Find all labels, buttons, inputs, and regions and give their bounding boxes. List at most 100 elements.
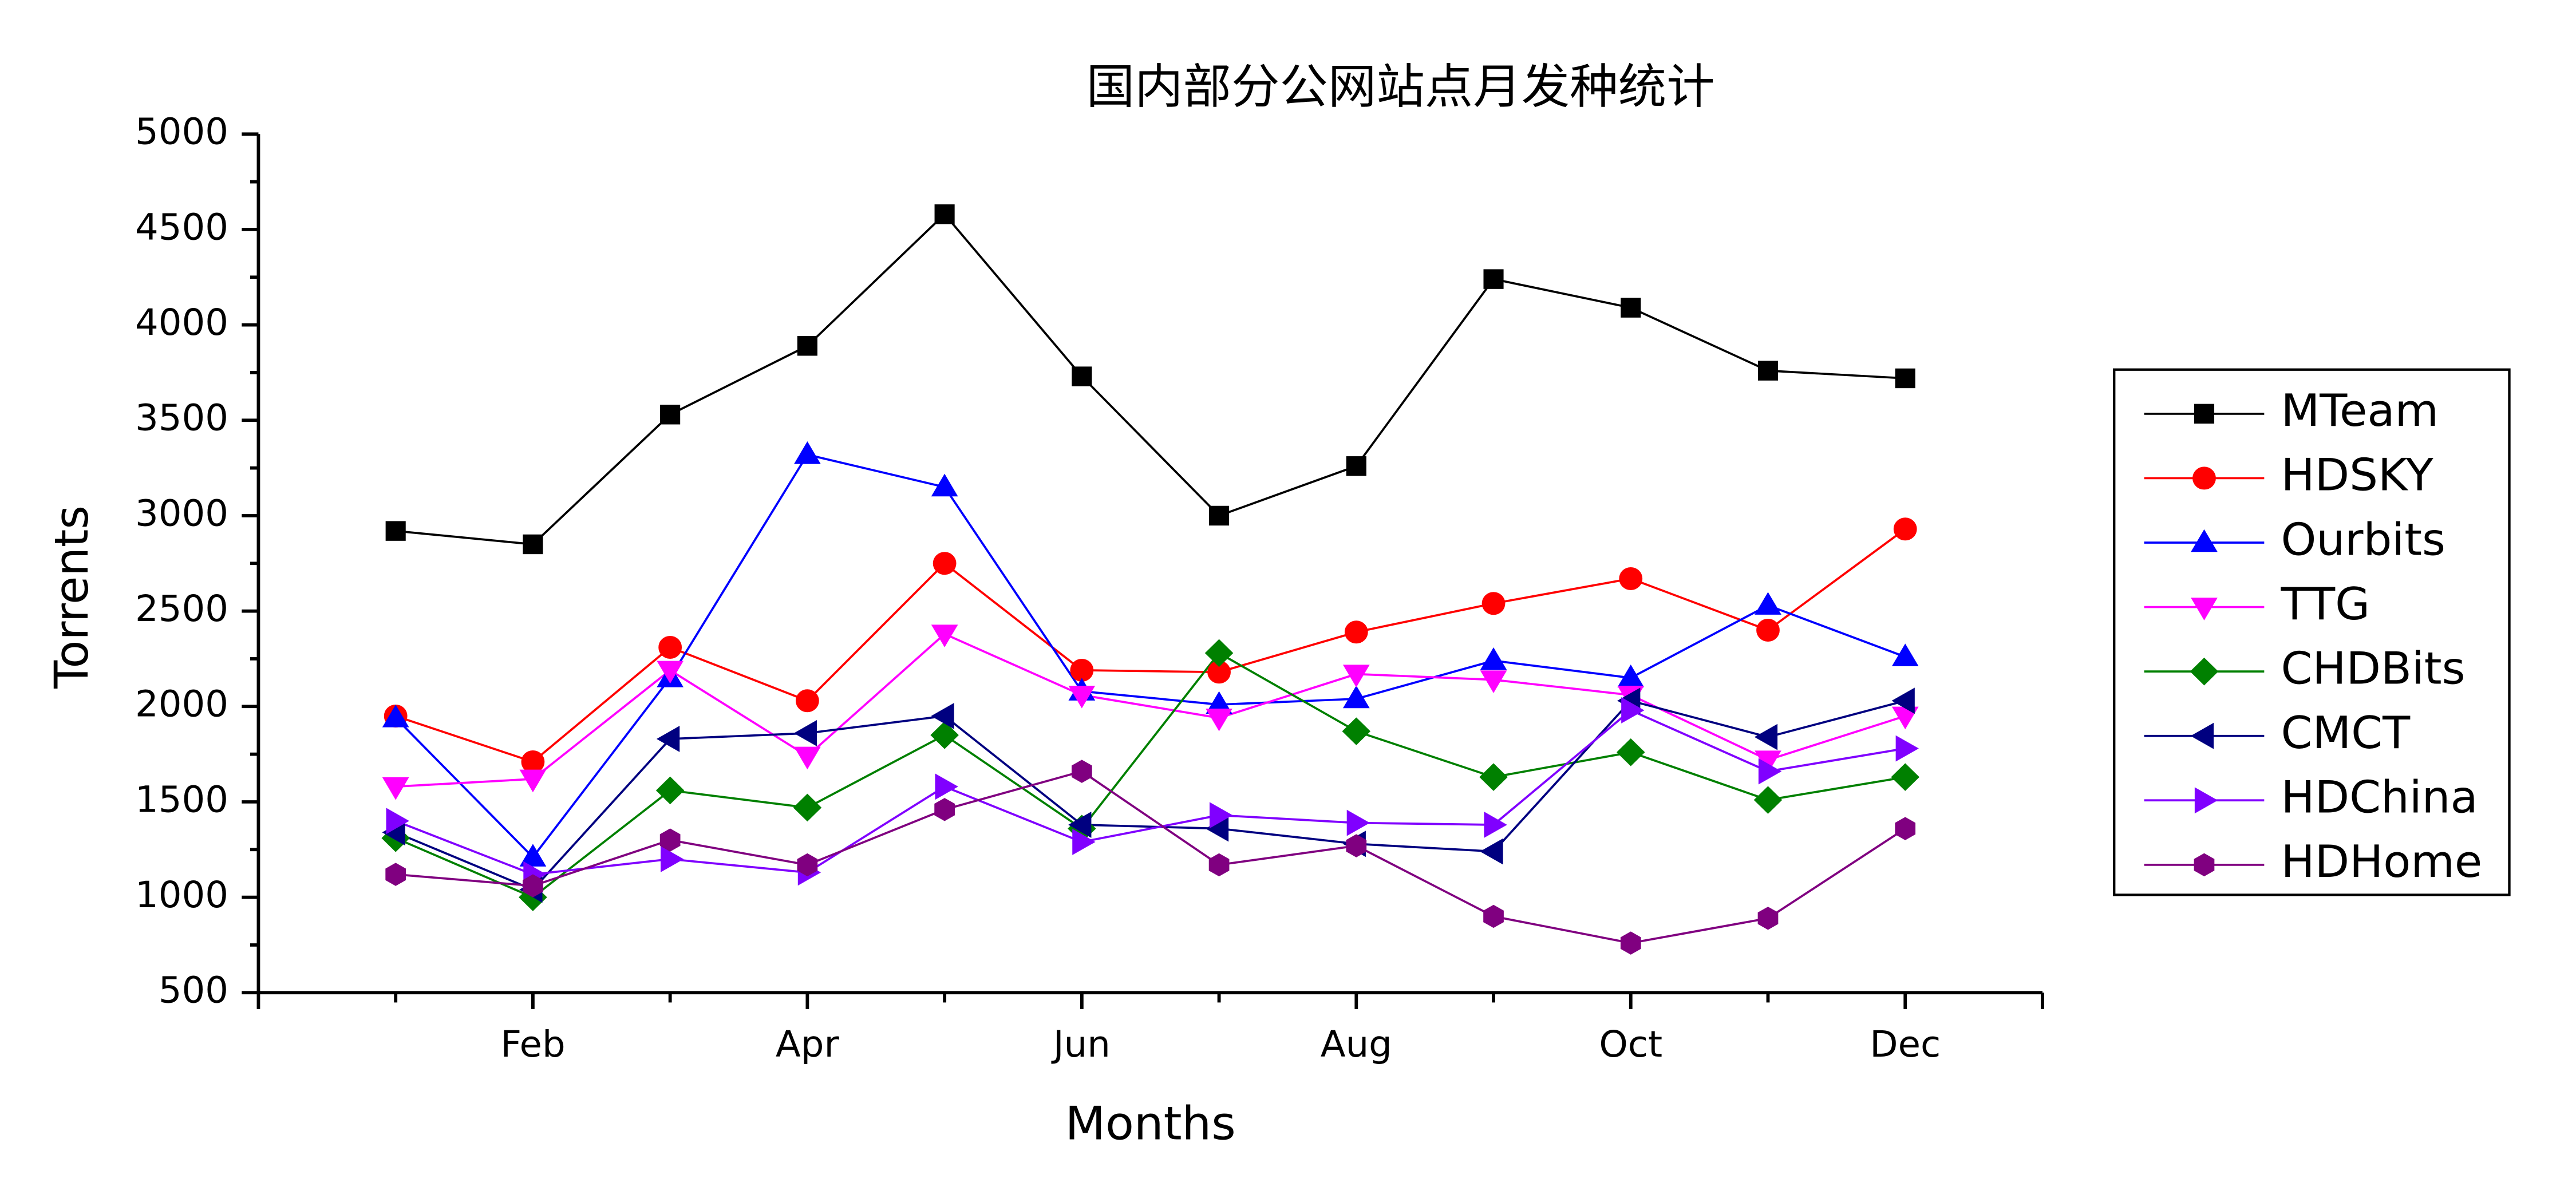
series-line (396, 770, 1906, 944)
marker (793, 720, 817, 746)
y-tick-label: 1500 (135, 778, 228, 820)
marker (1071, 760, 1092, 783)
marker (794, 441, 821, 464)
marker (2194, 787, 2218, 814)
series-line (394, 453, 1906, 859)
x-tick-label: Oct (1599, 1023, 1662, 1065)
marker (930, 721, 959, 749)
marker (382, 777, 409, 800)
marker (1480, 647, 1507, 670)
marker (1753, 786, 1783, 814)
x-tick-label: Jun (1051, 1023, 1111, 1065)
marker (1481, 592, 1506, 615)
marker (1206, 708, 1232, 732)
marker (1072, 829, 1096, 855)
marker (519, 844, 547, 867)
legend-label: HDHome (2281, 837, 2482, 888)
marker (655, 776, 685, 805)
marker (1346, 809, 1370, 836)
marker (2190, 722, 2214, 749)
y-tick-label: 2500 (135, 588, 228, 630)
marker (660, 405, 681, 425)
marker (657, 661, 684, 684)
chart-title: 国内部分公网站点月发种统计 (1086, 59, 1715, 114)
marker (1895, 817, 1916, 840)
marker (2191, 529, 2218, 552)
marker (931, 703, 954, 729)
marker (386, 808, 409, 835)
marker (795, 689, 819, 713)
marker (931, 473, 958, 497)
marker (1068, 685, 1096, 709)
marker (1616, 738, 1645, 766)
marker (658, 635, 682, 659)
marker (933, 552, 957, 575)
y-tick-label: 5000 (135, 110, 228, 152)
legend-label: CMCT (2281, 708, 2410, 759)
marker (931, 624, 958, 647)
marker (2192, 466, 2216, 490)
marker (1895, 368, 1915, 389)
marker (1204, 639, 1234, 667)
marker (1070, 658, 1094, 682)
marker (794, 746, 821, 770)
y-tick-label: 500 (159, 969, 228, 1011)
y-tick-label: 1000 (135, 874, 228, 916)
marker (1344, 620, 1368, 644)
legend-box (2113, 368, 2511, 896)
marker (797, 853, 818, 877)
marker (1621, 298, 1641, 318)
marker (1209, 802, 1233, 829)
y-tick-label: 3500 (135, 397, 228, 438)
marker (2194, 404, 2215, 424)
marker (2194, 853, 2215, 877)
marker (1480, 670, 1507, 693)
series-line (395, 699, 1906, 891)
series-line (396, 212, 1906, 545)
marker (1757, 907, 1779, 930)
marker (1758, 758, 1782, 785)
marker (661, 846, 684, 872)
marker (385, 521, 406, 541)
marker (2190, 657, 2219, 686)
x-tick-label: Aug (1321, 1023, 1392, 1065)
series-line (395, 528, 1906, 764)
marker (1895, 735, 1919, 762)
legend-label: HDSKY (2281, 450, 2433, 501)
marker (1479, 763, 1508, 791)
marker (1342, 717, 1371, 745)
marker (1755, 592, 1781, 615)
marker (1068, 812, 1092, 838)
marker (1209, 505, 1230, 526)
marker (1621, 697, 1645, 723)
marker (1756, 618, 1780, 642)
marker (1346, 456, 1366, 476)
marker (1754, 723, 1778, 750)
marker (793, 793, 822, 822)
legend-label: TTG (2280, 579, 2370, 630)
marker (523, 874, 543, 897)
marker (1483, 904, 1504, 928)
marker (1620, 931, 1641, 955)
marker (382, 705, 409, 727)
marker (1484, 812, 1507, 838)
marker (797, 336, 817, 356)
marker (1757, 361, 1779, 381)
marker (1072, 366, 1092, 386)
y-tick-label: 2000 (135, 683, 228, 725)
marker (1208, 853, 1230, 877)
marker (934, 204, 955, 224)
marker (656, 726, 680, 752)
y-tick-label: 4500 (135, 206, 228, 248)
marker (1342, 685, 1370, 709)
x-tick-label: Dec (1870, 1023, 1941, 1065)
x-tick-label: Apr (776, 1023, 840, 1065)
legend-label: MTeam (2281, 386, 2439, 437)
marker (1480, 838, 1503, 865)
marker (934, 798, 955, 821)
marker (523, 534, 543, 555)
legend-label: Ourbits (2281, 515, 2445, 566)
y-tick-label: 3000 (135, 492, 228, 534)
marker (1891, 643, 1919, 666)
